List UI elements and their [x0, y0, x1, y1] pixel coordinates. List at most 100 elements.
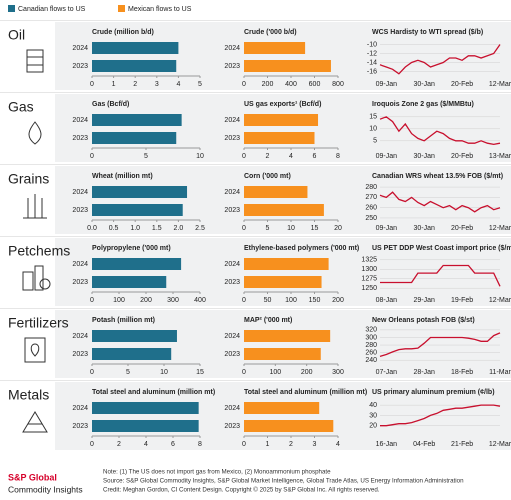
x-tick-label: 09-Jan — [376, 81, 398, 88]
x-tick-label: 0 — [90, 441, 94, 448]
y-tick-label: 30 — [369, 412, 377, 419]
category-label: 2023 — [224, 135, 240, 142]
x-tick-label: 07-Jan — [376, 369, 398, 376]
y-tick-label: 280 — [365, 184, 377, 191]
bar — [244, 42, 306, 54]
row-name: Oil — [8, 27, 25, 43]
x-tick-label: 5 — [144, 153, 148, 160]
category-label: 2024 — [224, 45, 240, 52]
x-tick-label: 0.0 — [87, 225, 97, 232]
x-tick-label: 6 — [171, 441, 175, 448]
y-tick-label: 270 — [365, 194, 377, 201]
chart-title: US gas exports¹ (Bcf/d) — [244, 101, 321, 108]
x-tick-label: 0 — [242, 441, 246, 448]
x-tick-label: 0 — [242, 81, 246, 88]
y-tick-label: 300 — [365, 334, 377, 341]
bar — [244, 114, 319, 126]
chart-title: MAP² ('000 mt) — [244, 317, 292, 324]
x-tick-label: 0 — [242, 153, 246, 160]
bar — [92, 420, 199, 432]
line — [380, 264, 501, 287]
category-label: 2024 — [72, 117, 88, 124]
x-tick-label: 18-Feb — [451, 369, 473, 376]
y-tick-label: 260 — [365, 349, 377, 356]
chart-title: Crude ('000 b/d) — [244, 29, 297, 36]
y-tick-label: -12 — [367, 50, 377, 57]
legend-label: Canadian flows to US — [18, 6, 86, 13]
line — [379, 116, 501, 146]
x-tick-label: 200 — [332, 297, 344, 304]
icons — [22, 49, 51, 433]
row-name: Gas — [8, 99, 34, 115]
chart-title: Polypropylene ('000 mt) — [92, 245, 171, 252]
x-tick-label: 04-Feb — [413, 441, 435, 448]
bar — [92, 402, 199, 414]
x-tick-label: 2 — [117, 441, 121, 448]
x-tick-label: 0 — [90, 297, 94, 304]
metals-icon — [22, 411, 48, 433]
x-tick-label: 20-Feb — [451, 225, 473, 232]
gas-icon — [28, 121, 42, 145]
chart-title: Gas (Bcf/d) — [92, 101, 129, 108]
bar — [92, 348, 172, 360]
category-label: 2023 — [224, 207, 240, 214]
x-tick-label: 0 — [242, 297, 246, 304]
x-tick-label: 2.0 — [174, 225, 184, 232]
bar — [244, 60, 331, 72]
x-tick-label: 09-Jan — [376, 153, 398, 160]
fertilizers-icon — [24, 337, 46, 363]
x-tick-label: 200 — [262, 81, 274, 88]
x-tick-label: 11-Mar — [489, 369, 511, 376]
x-tick-label: 100 — [285, 297, 297, 304]
bar — [244, 132, 315, 144]
x-tick-label: 3 — [313, 441, 317, 448]
bar — [244, 276, 322, 288]
y-tick-label: 320 — [365, 327, 377, 334]
x-tick-label: 09-Jan — [376, 225, 398, 232]
x-tick-label: 12-Mar — [489, 225, 511, 232]
chart-title: Wheat (million mt) — [92, 173, 153, 180]
y-tick-label: 1325 — [361, 257, 377, 264]
line — [380, 404, 501, 427]
y-tick-label: 260 — [365, 205, 377, 212]
bar — [244, 402, 320, 414]
y-tick-label: 20 — [369, 423, 377, 430]
x-tick-label: 400 — [285, 81, 297, 88]
x-tick-label: 0 — [90, 81, 94, 88]
x-tick-label: 0 — [242, 225, 246, 232]
y-tick-label: 40 — [369, 402, 377, 409]
bar — [92, 60, 177, 72]
category-label: 2023 — [72, 423, 88, 430]
x-tick-label: 15 — [311, 225, 319, 232]
bar — [92, 186, 188, 198]
x-tick-label: 8 — [336, 153, 340, 160]
category-label: 2023 — [72, 135, 88, 142]
grains-icon — [23, 194, 47, 219]
x-tick-label: 12-Mar — [489, 81, 511, 88]
row-background — [55, 310, 511, 378]
x-tick-label: 10 — [160, 369, 168, 376]
x-tick-label: 1.0 — [130, 225, 140, 232]
x-tick-label: 1 — [112, 81, 116, 88]
category-label: 2023 — [72, 351, 88, 358]
x-tick-label: 200 — [140, 297, 152, 304]
x-tick-label: 5 — [266, 225, 270, 232]
legend-swatch — [118, 5, 125, 12]
bar — [92, 204, 183, 216]
bar — [244, 204, 324, 216]
category-label: 2023 — [72, 279, 88, 286]
row-name: Petchems — [8, 243, 70, 259]
petchems-icon — [22, 265, 51, 291]
row-background — [55, 22, 511, 90]
bar — [92, 330, 177, 342]
legend-label: Mexican flows to US — [128, 6, 192, 13]
chart-title: Potash (million mt) — [92, 317, 155, 324]
x-tick-label: 08-Jan — [376, 297, 398, 304]
category-label: 2024 — [224, 405, 240, 412]
x-tick-label: 30-Jan — [414, 81, 436, 88]
x-tick-label: 2 — [266, 153, 270, 160]
source: Source: S&P Global Commodity Insights, S… — [103, 478, 464, 485]
category-label: 2024 — [72, 189, 88, 196]
x-tick-label: 6 — [313, 153, 317, 160]
bar — [92, 114, 182, 126]
